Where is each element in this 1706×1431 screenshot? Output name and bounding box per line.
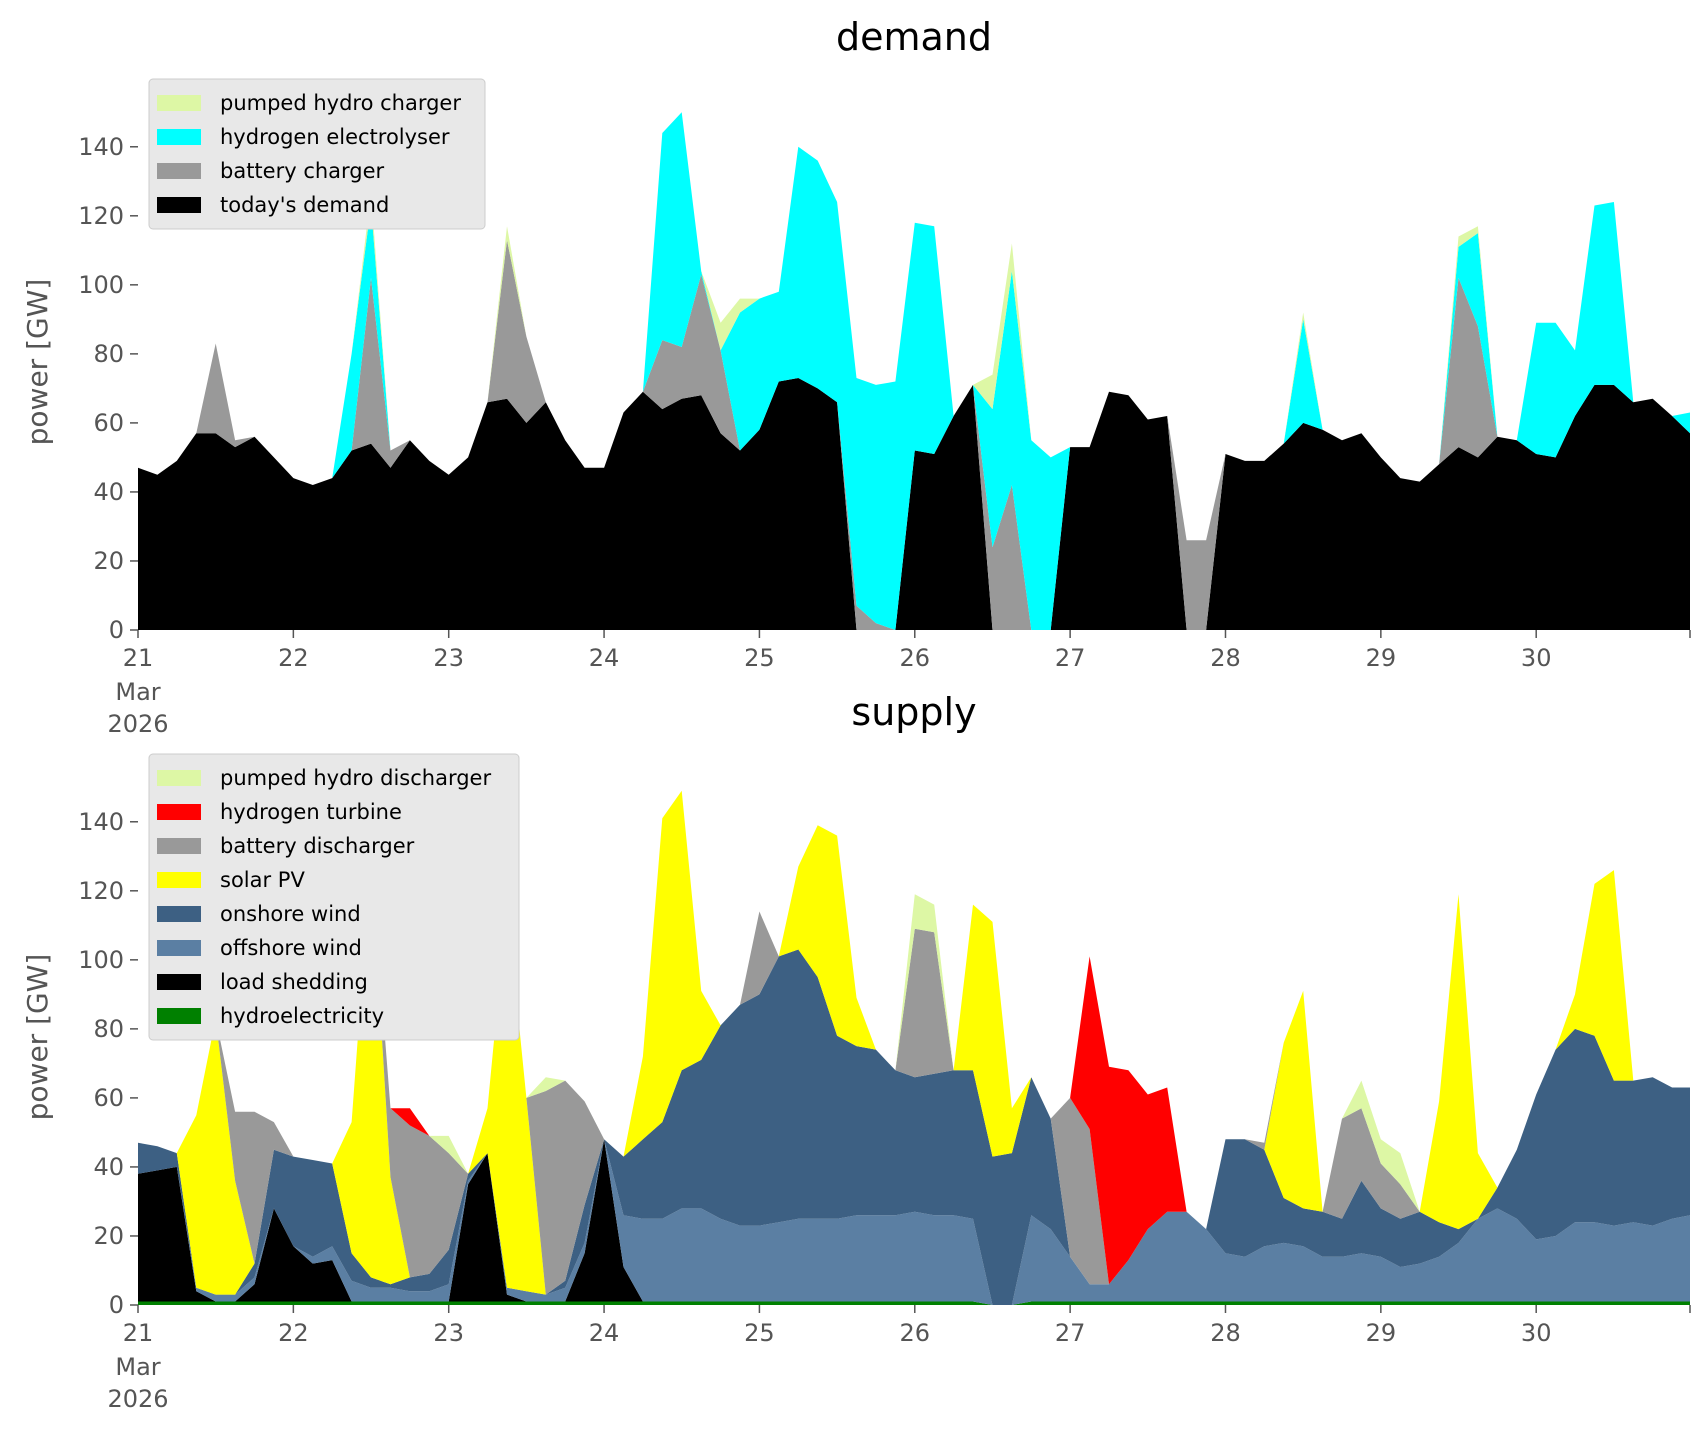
x-tick-label: 30 (1521, 644, 1552, 672)
demand-areas (138, 112, 1690, 631)
y-tick-label: 100 (78, 946, 124, 974)
legend-label: pumped hydro charger (220, 91, 461, 115)
supply-y-axis: 0 20 40 60 80 100 120 140 (78, 808, 138, 1319)
legend-swatch (157, 770, 201, 786)
x-tick-label: 23 (433, 644, 464, 672)
legend-box (148, 753, 520, 1041)
x-tick-label: 21 (123, 1319, 154, 1347)
legend-swatch (157, 95, 201, 111)
supply-x-axis: 21 22 23 24 25 26 27 28 29 30 Mar 2026 (107, 1305, 1691, 1413)
y-tick-label: 60 (93, 1084, 124, 1112)
series-area-onshore-wind (138, 949, 1690, 1305)
x-start-label: Mar (115, 1353, 160, 1381)
x-tick-label: 22 (278, 1319, 309, 1347)
x-tick-label: 24 (589, 644, 620, 672)
y-tick-label: 40 (93, 1153, 124, 1181)
supply-legend: pumped hydro discharger hydrogen turbine b… (148, 753, 520, 1041)
series-area-hydroelectricity (138, 1301, 1690, 1305)
legend-label: pumped hydro discharger (220, 766, 491, 790)
legend-label: load shedding (220, 970, 368, 994)
x-tick-label: 22 (278, 644, 309, 672)
legend-swatch (157, 197, 201, 213)
x-start-label: 2026 (107, 710, 168, 738)
legend-swatch (157, 974, 201, 990)
y-tick-label: 140 (78, 808, 124, 836)
legend-label: offshore wind (220, 936, 362, 960)
legend-swatch (157, 940, 201, 956)
series-area-solar-pv (138, 790, 1690, 1295)
series-area-battery-discharger (138, 790, 1690, 1295)
legend-swatch (157, 129, 201, 145)
series-area-load-shedding (138, 1139, 1690, 1305)
y-tick-label: 0 (109, 1291, 124, 1319)
legend-swatch (157, 872, 201, 888)
series-area-battery-charger (138, 240, 1690, 630)
x-tick-label: 28 (1210, 1319, 1241, 1347)
x-tick-label: 27 (1055, 1319, 1086, 1347)
legend-label: hydrogen electrolyser (220, 125, 450, 149)
x-tick-label: 27 (1055, 644, 1086, 672)
supply-y-axis-label: power [GW] (21, 954, 54, 1121)
y-tick-label: 20 (93, 1222, 124, 1250)
x-tick-label: 30 (1521, 1319, 1552, 1347)
x-tick-label: 25 (744, 644, 775, 672)
legend-label: battery discharger (220, 834, 415, 858)
legend-swatch (157, 838, 201, 854)
y-tick-label: 140 (78, 133, 124, 161)
x-tick-label: 26 (900, 1319, 931, 1347)
legend-swatch (157, 804, 201, 820)
demand-y-axis: 0 20 40 60 80 100 120 140 (78, 133, 138, 644)
legend-label: today's demand (220, 193, 389, 217)
y-tick-label: 20 (93, 547, 124, 575)
series-area-offshore-wind (138, 1139, 1690, 1305)
y-tick-label: 60 (93, 409, 124, 437)
series-area-hydrogen-electrolyser (138, 112, 1690, 631)
supply-title: supply (851, 690, 976, 734)
demand-y-axis-label: power [GW] (21, 279, 54, 446)
legend-label: onshore wind (220, 902, 361, 926)
y-tick-label: 0 (109, 616, 124, 644)
x-tick-label: 25 (744, 1319, 775, 1347)
series-area-today-s-demand (138, 378, 1690, 630)
legend-swatch (157, 1008, 201, 1024)
x-tick-label: 28 (1210, 644, 1241, 672)
legend-label: battery charger (220, 159, 385, 183)
x-tick-label: 29 (1366, 644, 1397, 672)
supply-panel: 0 20 40 60 80 100 120 140 21 22 23 24 25 26 27 28 29 30 M… (21, 690, 1691, 1413)
y-tick-label: 80 (93, 1015, 124, 1043)
legend-box (148, 78, 486, 230)
demand-legend: pumped hydro charger hydrogen electrolyse… (148, 78, 486, 230)
x-tick-label: 23 (433, 1319, 464, 1347)
y-tick-label: 40 (93, 478, 124, 506)
x-tick-label: 26 (900, 644, 931, 672)
x-tick-label: 24 (589, 1319, 620, 1347)
x-start-label: 2026 (107, 1385, 168, 1413)
supply-areas (138, 790, 1690, 1305)
legend-label: hydrogen turbine (220, 800, 402, 824)
legend-swatch (157, 163, 201, 179)
y-tick-label: 80 (93, 340, 124, 368)
x-tick-label: 29 (1366, 1319, 1397, 1347)
y-tick-label: 100 (78, 271, 124, 299)
x-start-label: Mar (115, 678, 160, 706)
y-tick-label: 120 (78, 877, 124, 905)
x-tick-label: 21 (123, 644, 154, 672)
demand-x-axis: 21 22 23 24 25 26 27 28 29 30 Mar 2026 (107, 630, 1691, 738)
legend-label: hydroelectricity (220, 1004, 384, 1028)
legend-swatch (157, 906, 201, 922)
demand-title: demand (836, 15, 992, 59)
y-tick-label: 120 (78, 202, 124, 230)
legend-label: solar PV (220, 868, 305, 892)
demand-panel: 0 20 40 60 80 100 120 140 21 22 23 24 25 26 27 28 29 30 M… (21, 15, 1691, 738)
